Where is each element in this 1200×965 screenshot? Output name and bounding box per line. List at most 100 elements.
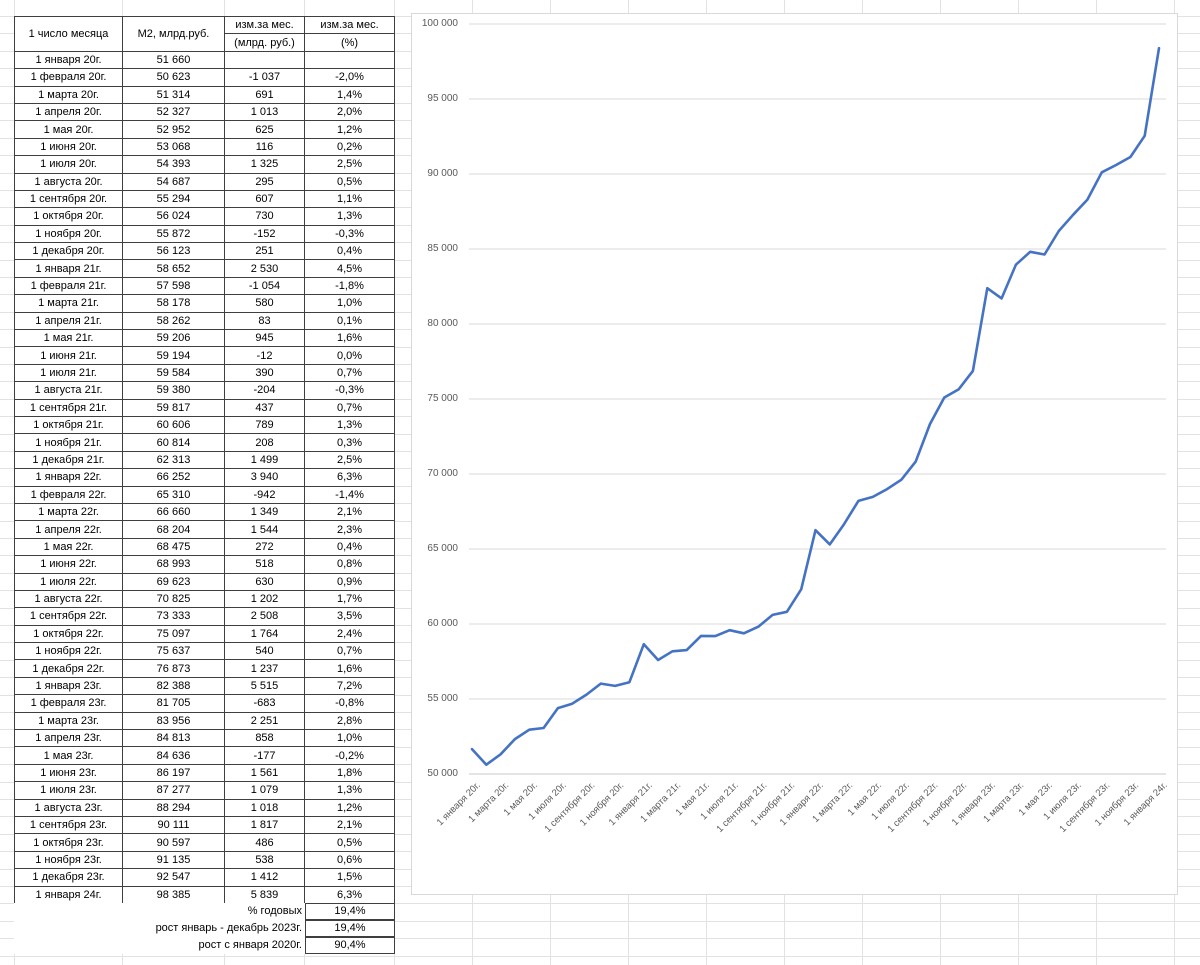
cell-change-pct[interactable]: 7,2% bbox=[304, 676, 395, 696]
cell-change[interactable]: 116 bbox=[224, 137, 305, 157]
cell-date[interactable]: 1 января 21г. bbox=[14, 259, 123, 278]
cell-change-pct[interactable]: -0,3% bbox=[304, 381, 395, 400]
cell-m2[interactable]: 62 313 bbox=[122, 450, 225, 470]
cell-change-pct[interactable]: -0,2% bbox=[304, 746, 395, 765]
cell-date[interactable]: 1 июля 21г. bbox=[14, 363, 123, 383]
cell-change[interactable]: 83 bbox=[224, 311, 305, 331]
cell-m2[interactable]: 56 123 bbox=[122, 242, 225, 261]
cell-change[interactable]: 208 bbox=[224, 433, 305, 452]
cell-m2[interactable]: 75 097 bbox=[122, 624, 225, 644]
cell-m2[interactable]: 60 606 bbox=[122, 415, 225, 435]
cell-m2[interactable]: 66 252 bbox=[122, 468, 225, 487]
cell-m2[interactable]: 68 475 bbox=[122, 537, 225, 557]
cell-m2[interactable]: 88 294 bbox=[122, 798, 225, 817]
cell-m2[interactable]: 59 584 bbox=[122, 363, 225, 383]
cell-change[interactable]: 1 202 bbox=[224, 589, 305, 609]
cell-change-pct[interactable]: -0,8% bbox=[304, 694, 395, 713]
cell-change-pct[interactable]: 0,8% bbox=[304, 555, 395, 574]
cell-m2[interactable]: 81 705 bbox=[122, 694, 225, 713]
cell-date[interactable]: 1 октября 23г. bbox=[14, 833, 123, 852]
cell-date[interactable]: 1 ноября 23г. bbox=[14, 850, 123, 870]
cell-change-pct[interactable]: 0,7% bbox=[304, 642, 395, 661]
cell-date[interactable]: 1 марта 23г. bbox=[14, 711, 123, 731]
cell-change-pct[interactable]: 0,9% bbox=[304, 572, 395, 591]
cell-change[interactable]: 607 bbox=[224, 189, 305, 209]
cell-m2[interactable]: 55 872 bbox=[122, 224, 225, 244]
cell-m2[interactable]: 76 873 bbox=[122, 659, 225, 678]
cell-change-pct[interactable]: 1,2% bbox=[304, 798, 395, 817]
cell-change-pct[interactable]: 1,6% bbox=[304, 329, 395, 348]
cell-change-pct[interactable]: 1,0% bbox=[304, 294, 395, 313]
cell-m2[interactable]: 58 262 bbox=[122, 311, 225, 331]
cell-change[interactable]: 538 bbox=[224, 850, 305, 870]
cell-change-pct[interactable]: 2,5% bbox=[304, 155, 395, 174]
cell-m2[interactable]: 75 637 bbox=[122, 642, 225, 661]
cell-m2[interactable]: 68 204 bbox=[122, 520, 225, 539]
header-date[interactable]: 1 число месяца bbox=[14, 16, 123, 52]
cell-date[interactable]: 1 ноября 21г. bbox=[14, 433, 123, 452]
cell-m2[interactable]: 51 314 bbox=[122, 85, 225, 104]
cell-change[interactable]: 518 bbox=[224, 555, 305, 574]
cell-date[interactable]: 1 августа 21г. bbox=[14, 381, 123, 400]
cell-change-pct[interactable]: 1,7% bbox=[304, 589, 395, 609]
cell-change[interactable]: -1 054 bbox=[224, 276, 305, 296]
cell-change[interactable]: 1 499 bbox=[224, 450, 305, 470]
cell-change-pct[interactable]: 1,2% bbox=[304, 120, 395, 139]
cell-date[interactable]: 1 июля 22г. bbox=[14, 572, 123, 591]
cell-date[interactable]: 1 августа 20г. bbox=[14, 172, 123, 191]
cell-date[interactable]: 1 октября 22г. bbox=[14, 624, 123, 644]
cell-change-pct[interactable]: 2,8% bbox=[304, 711, 395, 731]
header-change-pct-line1[interactable]: изм.за мес. bbox=[304, 15, 395, 35]
cell-change[interactable]: 1 237 bbox=[224, 659, 305, 678]
cell-change-pct[interactable]: 1,6% bbox=[304, 659, 395, 678]
cell-change[interactable]: 691 bbox=[224, 85, 305, 104]
cell-change-pct[interactable] bbox=[304, 50, 395, 70]
cell-change[interactable]: 625 bbox=[224, 120, 305, 139]
cell-change[interactable]: 5 839 bbox=[224, 885, 305, 904]
cell-m2[interactable]: 53 068 bbox=[122, 137, 225, 157]
cell-change[interactable]: 5 515 bbox=[224, 676, 305, 696]
cell-change-pct[interactable]: 2,5% bbox=[304, 450, 395, 470]
cell-date[interactable]: 1 декабря 23г. bbox=[14, 868, 123, 887]
cell-date[interactable]: 1 июня 22г. bbox=[14, 555, 123, 574]
cell-date[interactable]: 1 ноября 20г. bbox=[14, 224, 123, 244]
cell-m2[interactable]: 86 197 bbox=[122, 763, 225, 783]
cell-change[interactable]: 1 817 bbox=[224, 815, 305, 835]
cell-change-pct[interactable]: -2,0% bbox=[304, 68, 395, 87]
cell-date[interactable]: 1 апреля 22г. bbox=[14, 520, 123, 539]
cell-change-pct[interactable]: -0,3% bbox=[304, 224, 395, 244]
summary-value-cell[interactable]: 19,4% bbox=[305, 920, 395, 938]
cell-change-pct[interactable]: 1,0% bbox=[304, 729, 395, 748]
cell-change-pct[interactable]: 4,5% bbox=[304, 259, 395, 278]
cell-m2[interactable]: 59 194 bbox=[122, 346, 225, 365]
cell-change[interactable]: 437 bbox=[224, 398, 305, 417]
cell-date[interactable]: 1 мая 20г. bbox=[14, 120, 123, 139]
cell-change-pct[interactable]: 0,4% bbox=[304, 242, 395, 261]
cell-date[interactable]: 1 ноября 22г. bbox=[14, 642, 123, 661]
cell-date[interactable]: 1 апреля 23г. bbox=[14, 729, 123, 748]
cell-change[interactable]: 945 bbox=[224, 329, 305, 348]
cell-change-pct[interactable]: 0,5% bbox=[304, 172, 395, 191]
cell-date[interactable]: 1 сентября 22г. bbox=[14, 607, 123, 626]
cell-m2[interactable]: 58 652 bbox=[122, 259, 225, 278]
cell-m2[interactable]: 54 393 bbox=[122, 155, 225, 174]
cell-m2[interactable]: 54 687 bbox=[122, 172, 225, 191]
cell-date[interactable]: 1 марта 20г. bbox=[14, 85, 123, 104]
cell-change[interactable]: 295 bbox=[224, 172, 305, 191]
cell-change-pct[interactable]: 0,0% bbox=[304, 346, 395, 365]
cell-date[interactable]: 1 февраля 23г. bbox=[14, 694, 123, 713]
cell-date[interactable]: 1 января 22г. bbox=[14, 468, 123, 487]
cell-change[interactable]: -942 bbox=[224, 485, 305, 504]
header-change-abs-line2[interactable]: (млрд. руб.) bbox=[224, 33, 305, 52]
cell-m2[interactable]: 59 206 bbox=[122, 329, 225, 348]
cell-date[interactable]: 1 февраля 22г. bbox=[14, 485, 123, 504]
cell-change[interactable]: 3 940 bbox=[224, 468, 305, 487]
cell-date[interactable]: 1 января 24г. bbox=[14, 885, 123, 904]
cell-date[interactable]: 1 июня 23г. bbox=[14, 763, 123, 783]
summary-label[interactable]: рост с января 2020г. bbox=[14, 937, 305, 955]
cell-m2[interactable]: 90 597 bbox=[122, 833, 225, 852]
cell-m2[interactable]: 65 310 bbox=[122, 485, 225, 504]
cell-change-pct[interactable]: 1,3% bbox=[304, 207, 395, 226]
cell-date[interactable]: 1 сентября 20г. bbox=[14, 189, 123, 209]
cell-date[interactable]: 1 октября 21г. bbox=[14, 415, 123, 435]
